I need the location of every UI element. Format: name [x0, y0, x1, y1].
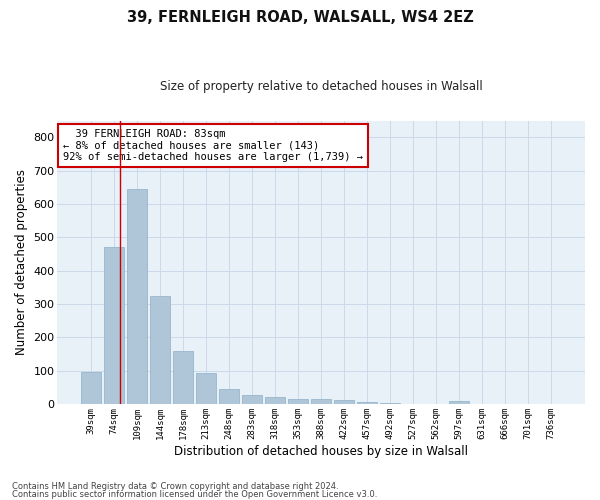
Text: Contains HM Land Registry data © Crown copyright and database right 2024.: Contains HM Land Registry data © Crown c… — [12, 482, 338, 491]
Bar — [311, 399, 331, 404]
Bar — [380, 403, 400, 404]
Bar — [127, 189, 147, 404]
Bar — [196, 373, 216, 404]
Y-axis label: Number of detached properties: Number of detached properties — [15, 169, 28, 355]
Text: Contains public sector information licensed under the Open Government Licence v3: Contains public sector information licen… — [12, 490, 377, 499]
Bar — [220, 389, 239, 404]
Bar — [358, 402, 377, 404]
Title: Size of property relative to detached houses in Walsall: Size of property relative to detached ho… — [160, 80, 482, 93]
Bar — [173, 351, 193, 404]
Bar — [82, 372, 101, 404]
X-axis label: Distribution of detached houses by size in Walsall: Distribution of detached houses by size … — [174, 444, 468, 458]
Bar — [104, 247, 124, 404]
Bar — [334, 400, 354, 404]
Text: 39 FERNLEIGH ROAD: 83sqm
← 8% of detached houses are smaller (143)
92% of semi-d: 39 FERNLEIGH ROAD: 83sqm ← 8% of detache… — [63, 129, 363, 162]
Bar — [242, 394, 262, 404]
Bar — [265, 397, 285, 404]
Bar — [289, 399, 308, 404]
Text: 39, FERNLEIGH ROAD, WALSALL, WS4 2EZ: 39, FERNLEIGH ROAD, WALSALL, WS4 2EZ — [127, 10, 473, 25]
Bar — [151, 296, 170, 404]
Bar — [449, 400, 469, 404]
